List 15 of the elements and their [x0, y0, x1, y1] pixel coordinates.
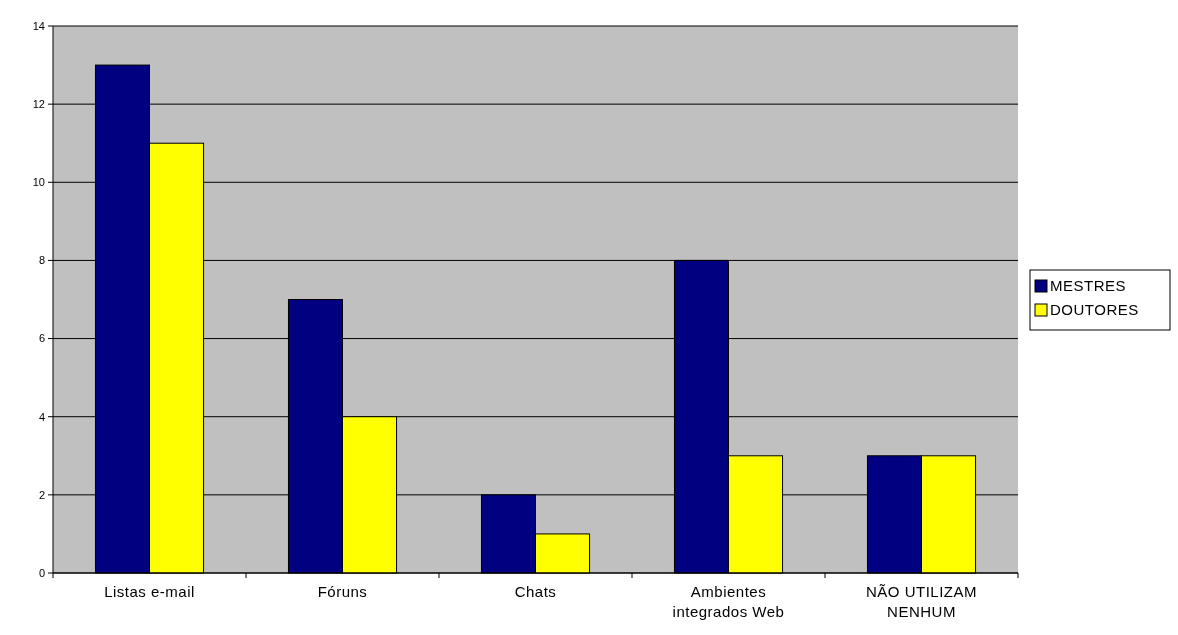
x-tick-label: Ambientes integrados Web: [672, 583, 785, 620]
x-tick-label: Chats: [514, 583, 557, 600]
y-tick-label: 8: [38, 254, 45, 267]
y-tick-label: 0: [38, 566, 45, 579]
y-tick-label: 4: [38, 410, 45, 423]
legend-label: MESTRES: [1050, 277, 1127, 295]
x-tick-label: Listas e-mail: [104, 583, 195, 600]
x-tick-label: Fóruns: [317, 583, 368, 600]
y-tick-label: 12: [32, 97, 45, 110]
y-tick-label: 2: [38, 488, 45, 501]
legend-label: DOUTORES: [1050, 301, 1139, 319]
x-tick-label: NÃO UTILIZAM NENHUM: [865, 583, 978, 620]
y-tick-label: 6: [38, 332, 45, 345]
y-tick-label: 10: [32, 176, 45, 189]
y-tick-label: 14: [32, 19, 45, 32]
